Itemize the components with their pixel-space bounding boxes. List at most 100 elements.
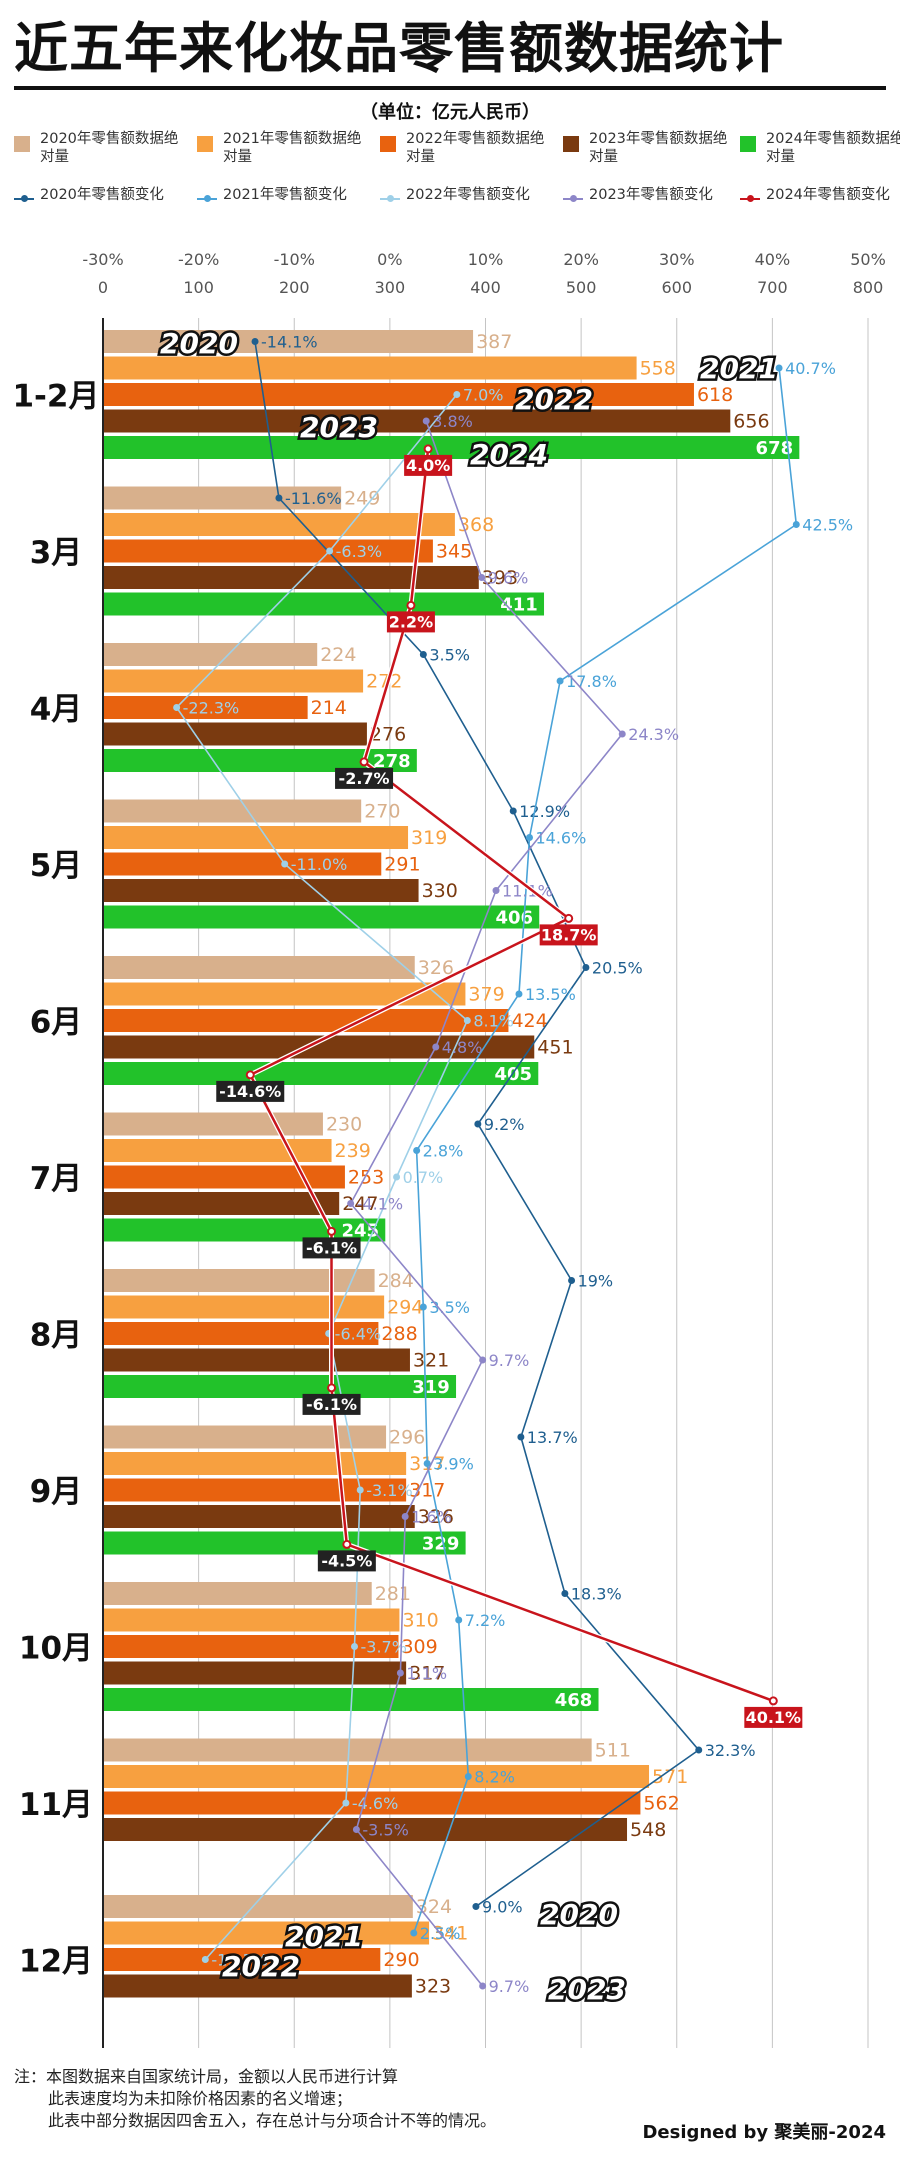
legend-line-dot <box>570 195 577 202</box>
legend-swatch <box>740 136 756 152</box>
point-label: 9.7% <box>489 1977 530 1996</box>
bar-value-badge <box>489 905 540 929</box>
legend-swatch <box>14 136 30 152</box>
bar <box>104 956 415 979</box>
point-label: 24.3% <box>628 725 679 744</box>
bar-value-label: 468 <box>555 1690 593 1711</box>
month-label: 11月 <box>19 1787 93 1823</box>
legend-label: 2023年零售额数据绝对量 <box>589 131 728 165</box>
series-point <box>352 1826 360 1833</box>
bar-value-label: 326 <box>418 1506 454 1528</box>
point-label: -11.6% <box>285 489 342 508</box>
x-top-tick-label: 20% <box>563 250 599 269</box>
bar <box>104 1765 650 1788</box>
point-label: 42.5% <box>802 516 853 535</box>
series-point <box>327 1383 337 1393</box>
series-point <box>478 574 486 581</box>
bar-value-label: 317 <box>409 1480 445 1502</box>
bar-value-label: 511 <box>595 1740 631 1762</box>
series-annotation-outline: 2021 <box>700 352 778 385</box>
point-label: 12.9% <box>519 802 570 821</box>
bar <box>104 1608 400 1632</box>
series-point <box>423 1460 431 1467</box>
bar <box>104 539 433 563</box>
point-label: 3.9% <box>433 1455 474 1474</box>
bar-value-label: 296 <box>389 1427 425 1449</box>
x-bottom-tick-label: 100 <box>183 278 214 297</box>
legend-bar-2023: 2023年零售额数据绝对量 <box>563 130 739 174</box>
legend-label: 2020年零售额数据绝对量 <box>40 131 179 165</box>
bar-value-label: 276 <box>370 724 406 746</box>
bar <box>104 592 497 616</box>
bar <box>104 1192 340 1215</box>
bar <box>104 1218 338 1242</box>
bar-value-badge <box>415 1531 466 1555</box>
month-label: 9月 <box>30 1474 83 1510</box>
point-label: 20.5% <box>592 959 643 978</box>
series-point <box>327 1226 337 1236</box>
bar <box>104 409 731 433</box>
bar-value-label: 571 <box>652 1766 688 1788</box>
bar-value-label: 321 <box>413 1350 449 1372</box>
point-label: -11.0% <box>291 855 348 874</box>
legend-line-2021: 2021年零售额变化 <box>197 186 373 230</box>
designer-credit: Designed by 聚美丽-2024 <box>642 2122 886 2143</box>
point-label: -22.3% <box>183 699 240 718</box>
series-point <box>432 1043 440 1051</box>
bar-value-badge <box>548 1688 599 1711</box>
x-top-tick-label: -20% <box>178 250 219 269</box>
bar-value-label: 393 <box>482 567 518 589</box>
bar <box>104 1921 430 1945</box>
bar <box>104 1531 418 1555</box>
bar-value-label: 281 <box>375 1583 411 1605</box>
bar-value-label: 319 <box>411 827 447 849</box>
legend-swatch <box>197 136 213 152</box>
bar-value-label: 270 <box>364 801 400 823</box>
month-label: 5月 <box>30 848 83 884</box>
bar <box>104 1348 410 1372</box>
series-point <box>350 1643 358 1650</box>
legend-line-dot <box>747 195 754 202</box>
point-label: 13.5% <box>525 985 576 1004</box>
series-point <box>792 521 800 528</box>
point-label: 3.8% <box>432 412 473 431</box>
bar-value-label: 249 <box>344 488 380 510</box>
x-bottom-tick-label: 400 <box>470 278 501 297</box>
point-label: 18.7% <box>541 925 597 944</box>
title-divider <box>14 86 886 90</box>
legend: 2020年零售额数据绝对量 2021年零售额数据绝对量 2022年零售额数据绝对… <box>14 130 900 240</box>
bar-value-label: 323 <box>415 1976 451 1998</box>
bar <box>104 643 318 666</box>
series-point <box>561 1590 569 1597</box>
bar-value-label: 330 <box>422 880 458 902</box>
bar <box>104 1322 379 1345</box>
bar-value-label: 424 <box>511 1010 547 1032</box>
bar <box>104 1688 551 1711</box>
bar <box>104 356 637 380</box>
bar-value-label: 387 <box>476 331 512 353</box>
series-point <box>422 417 430 425</box>
legend-label: 2024年零售额数据绝对量 <box>766 131 900 165</box>
bar <box>104 1582 372 1605</box>
series-point <box>342 1539 352 1549</box>
x-top-tick-label: 30% <box>659 250 695 269</box>
x-bottom-tick-label: 200 <box>279 278 310 297</box>
bar <box>104 826 409 849</box>
bar-value-label: 562 <box>643 1793 679 1815</box>
bar-value-label: 272 <box>366 671 402 693</box>
bar-value-label: 288 <box>381 1323 417 1345</box>
page-title: 近五年来化妆品零售额数据统计 <box>14 17 784 80</box>
legend-line-dot <box>387 195 394 202</box>
series-point <box>464 1773 472 1780</box>
bar <box>104 1818 628 1841</box>
bar <box>104 1062 491 1085</box>
bar-value-label: 247 <box>342 1193 378 1215</box>
month-label: 12月 <box>19 1944 93 1980</box>
point-label: 40.7% <box>785 359 836 378</box>
bar <box>104 1661 407 1685</box>
bar <box>104 1478 407 1502</box>
x-top-tick-label: 50% <box>850 250 886 269</box>
series-point <box>393 1173 401 1181</box>
series-point <box>401 1513 409 1520</box>
